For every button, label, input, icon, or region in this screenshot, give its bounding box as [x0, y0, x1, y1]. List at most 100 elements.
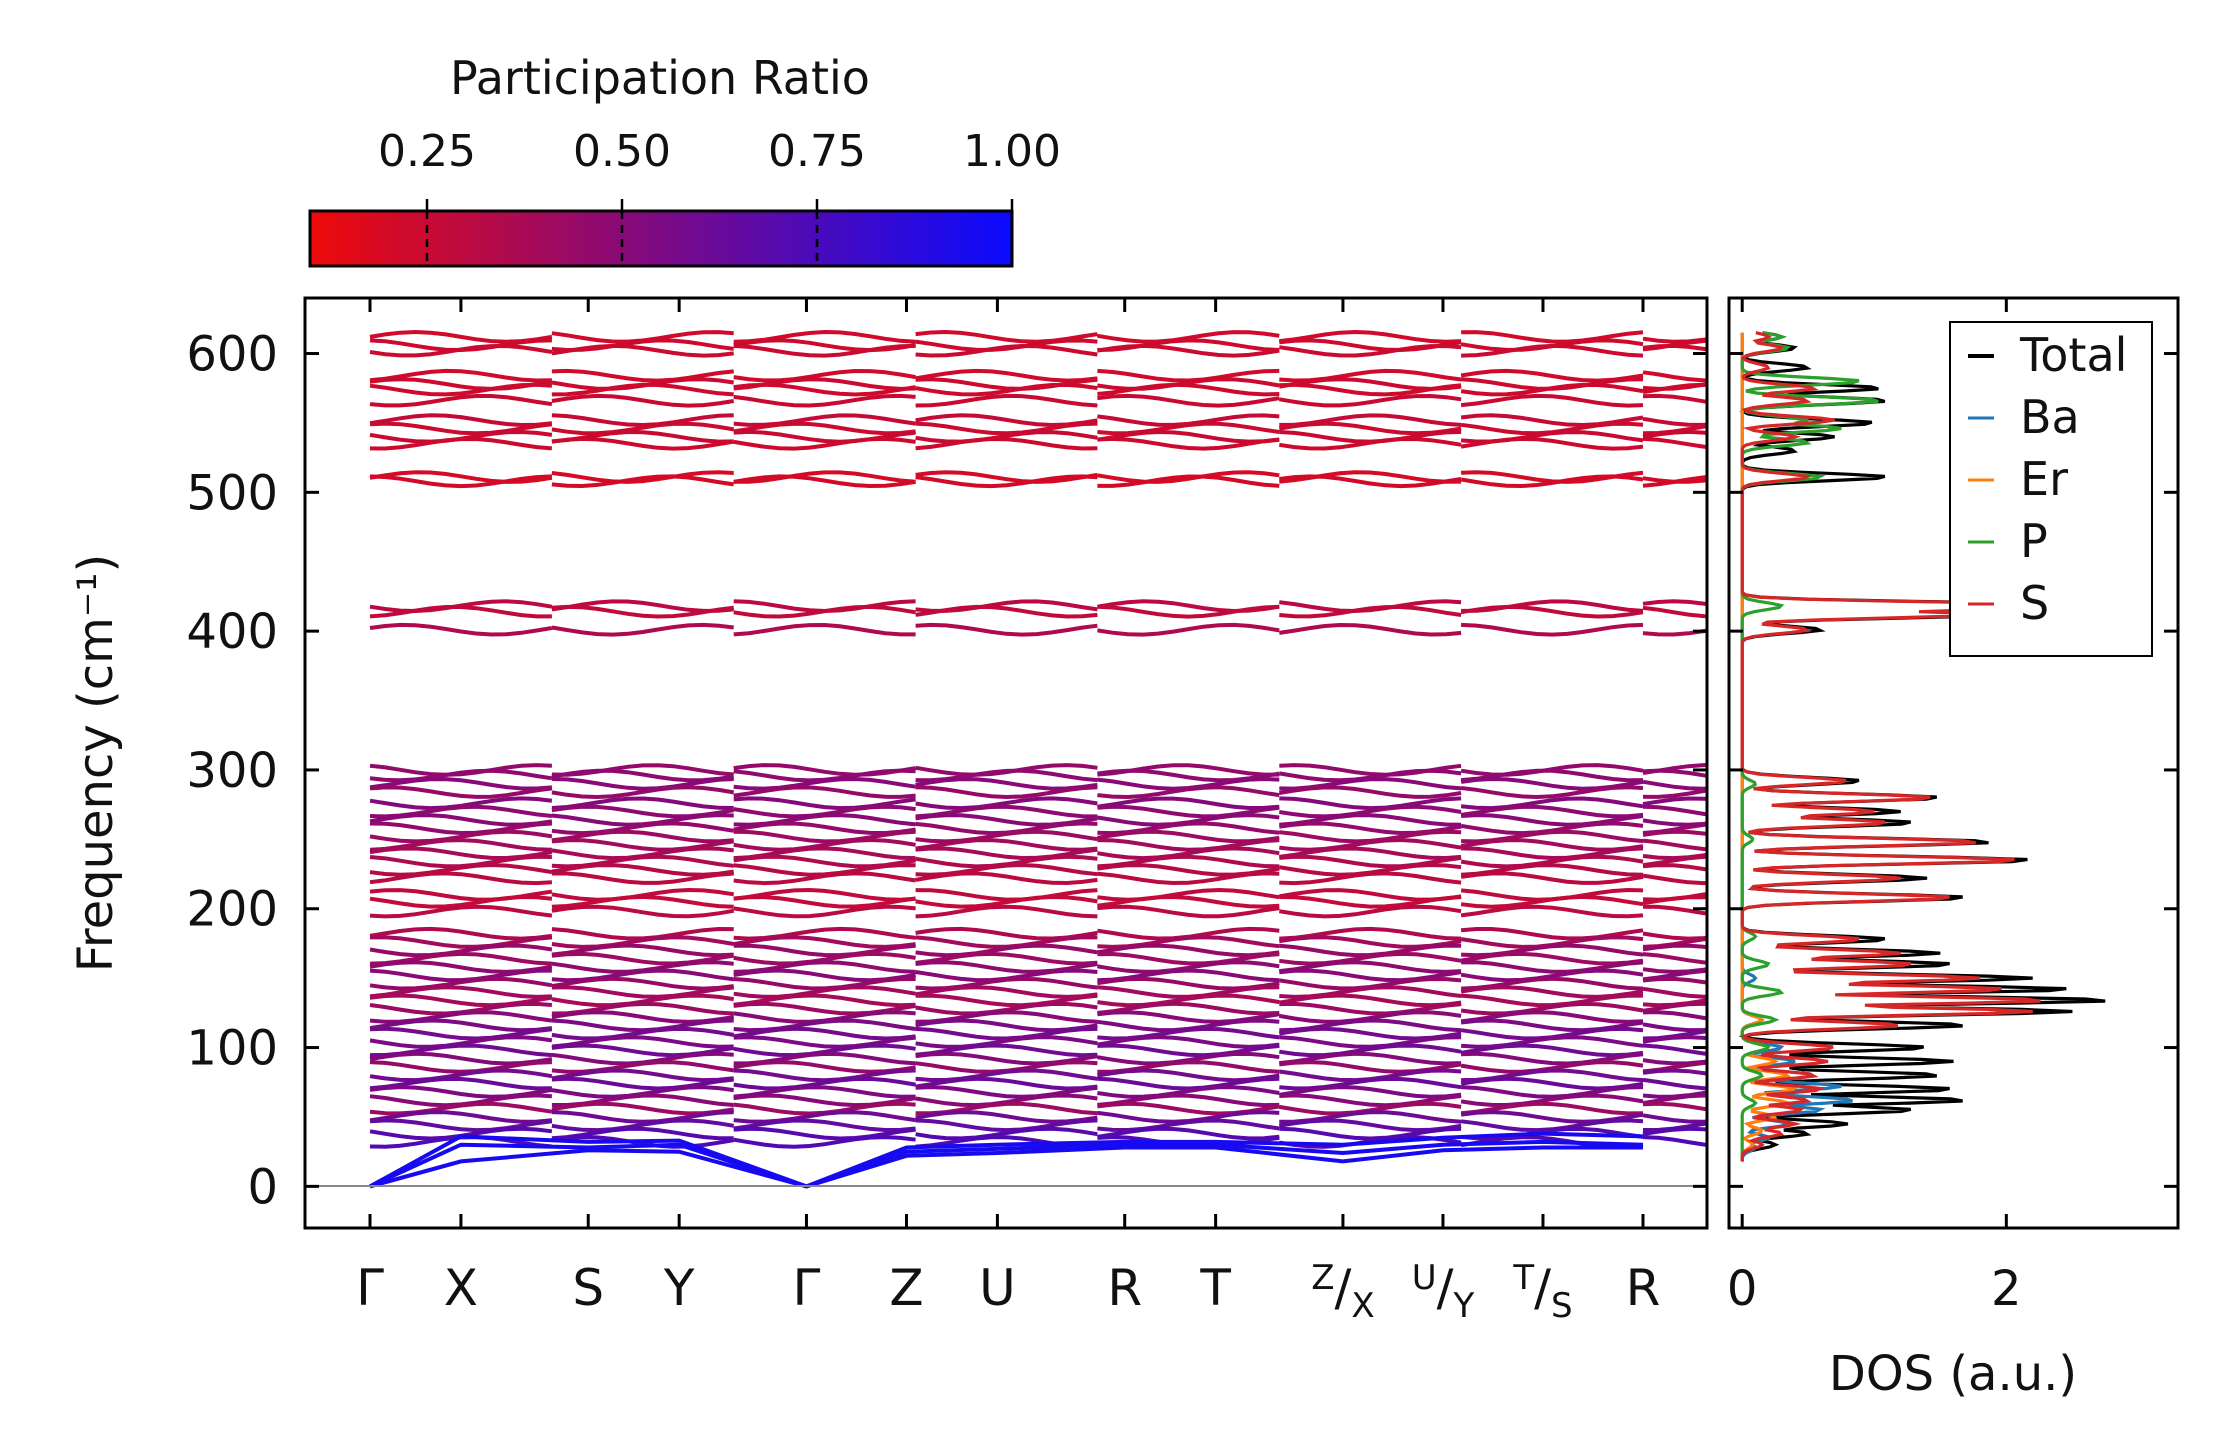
- optical-band: [369, 829, 553, 844]
- optical-band: [915, 904, 1098, 919]
- optical-band: [1642, 763, 1707, 775]
- optical-band: [1642, 628, 1707, 637]
- optical-band: [369, 1101, 553, 1116]
- k-point-label: X: [444, 1259, 478, 1317]
- optical-band: [1279, 796, 1462, 811]
- optical-band: [733, 776, 916, 791]
- optical-band: [733, 993, 916, 1008]
- optical-band: [733, 382, 916, 397]
- optical-band: [915, 1002, 1098, 1016]
- optical-band: [1278, 622, 1462, 637]
- optical-band: [1642, 804, 1707, 817]
- optical-band: [1460, 1093, 1644, 1108]
- optical-band: [369, 854, 552, 869]
- optical-band: [1642, 370, 1707, 383]
- optical-band: [915, 421, 1098, 436]
- optical-band: [1642, 822, 1707, 835]
- optical-band: [2189, 799, 2222, 809]
- optical-band: [2189, 1046, 2222, 1056]
- colorbar-tick-label: 0.50: [573, 126, 671, 177]
- optical-band: [1642, 788, 1707, 799]
- colorbar-tick-label: 1.00: [963, 126, 1061, 177]
- optical-band: [1097, 960, 1280, 974]
- optical-band: [2189, 873, 2222, 883]
- optical-band: [733, 951, 916, 966]
- optical-band: [2189, 379, 2222, 388]
- optical-band: [1279, 368, 1462, 383]
- optical-band: [915, 1110, 1098, 1124]
- optical-band: [2189, 1121, 2222, 1131]
- optical-band: [2007, 1104, 2098, 1113]
- optical-band: [915, 1043, 1098, 1058]
- optical-band: [551, 943, 734, 958]
- optical-band: [2189, 823, 2222, 833]
- optical-band: [1278, 785, 1462, 799]
- optical-band: [1278, 1118, 1462, 1133]
- optical-band: [2189, 996, 2222, 1006]
- k-point-label: U: [979, 1259, 1016, 1317]
- optical-band: [551, 863, 734, 877]
- band-lines: [369, 329, 2222, 1189]
- optical-band: [2007, 1071, 2098, 1080]
- optical-band: [1097, 343, 1280, 358]
- optical-band: [1279, 474, 1462, 489]
- dos-lines: [1738, 331, 2151, 1162]
- optical-band: [1642, 976, 1707, 985]
- optical-band: [1642, 436, 1707, 449]
- optical-band: [2189, 1096, 2222, 1106]
- optical-band: [2189, 779, 2222, 789]
- colorbar-tick-label: 0.25: [378, 126, 476, 177]
- optical-band: [733, 985, 916, 999]
- optical-band: [2189, 1029, 2222, 1039]
- optical-band: [551, 854, 734, 869]
- optical-band: [1460, 813, 1644, 827]
- band-y-ticks: 0 100 200 300 400 500 600: [186, 327, 1707, 1215]
- optical-band: [1460, 1010, 1644, 1024]
- optical-band: [2189, 907, 2222, 917]
- optical-band: [1461, 330, 1644, 344]
- optical-band: [1461, 1051, 1644, 1066]
- optical-band: [551, 393, 735, 408]
- optical-band: [369, 474, 552, 489]
- optical-band: [369, 368, 552, 383]
- optical-band: [2007, 798, 2098, 808]
- optical-band: [1279, 329, 1462, 344]
- optical-band: [915, 829, 1098, 844]
- y-tick-label: 400: [186, 604, 278, 660]
- optical-band: [1461, 943, 1644, 958]
- optical-band: [369, 821, 553, 836]
- optical-band: [2189, 1004, 2222, 1014]
- optical-band: [2189, 439, 2222, 449]
- optical-band: [915, 935, 1098, 949]
- optical-band: [1460, 927, 1644, 941]
- optical-band: [1642, 1113, 1707, 1124]
- optical-band: [369, 1110, 553, 1124]
- optical-band: [1097, 951, 1280, 966]
- optical-band: [733, 1068, 916, 1083]
- acoustic-3-branch: [369, 1131, 1644, 1189]
- optical-band: [551, 1101, 735, 1116]
- legend-label: Er: [2020, 452, 2068, 506]
- optical-band: [1642, 968, 1707, 982]
- optical-band: [369, 1026, 553, 1041]
- optical-band: [2189, 1079, 2222, 1089]
- optical-band: [369, 1010, 553, 1024]
- optical-band: [551, 1135, 735, 1149]
- optical-band: [2189, 396, 2222, 406]
- optical-band: [733, 413, 916, 427]
- optical-band: [1097, 474, 1280, 488]
- optical-band: [1097, 904, 1280, 919]
- optical-band: [733, 796, 916, 811]
- optical-band: [2007, 1054, 2098, 1064]
- optical-band: [733, 343, 916, 358]
- optical-band: [369, 768, 553, 783]
- optical-band: [1460, 393, 1644, 408]
- optical-band: [915, 382, 1098, 397]
- optical-band: [2189, 848, 2222, 858]
- optical-band: [733, 1076, 916, 1091]
- optical-band: [733, 871, 916, 886]
- optical-band: [2007, 890, 2098, 900]
- optical-band: [551, 1035, 734, 1049]
